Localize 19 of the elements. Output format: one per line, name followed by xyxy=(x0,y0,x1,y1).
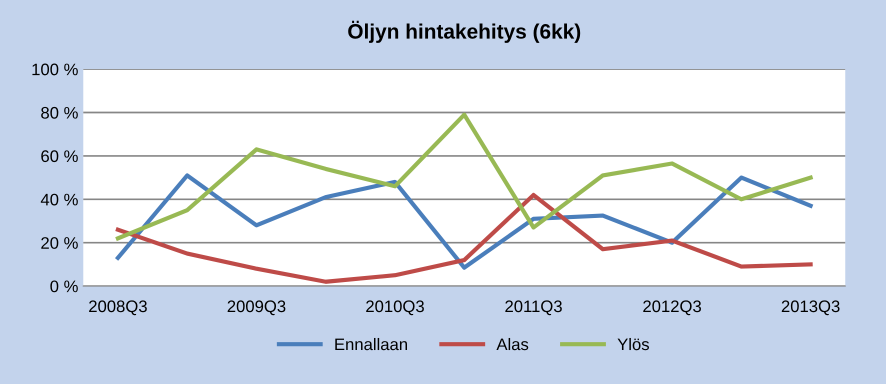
y-tick-label: 40 % xyxy=(40,194,78,206)
y-tick-label: 0 % xyxy=(50,280,78,292)
line-series xyxy=(116,112,813,240)
x-tick-label: 2011Q3 xyxy=(505,300,562,316)
x-tick-label: 2009Q3 xyxy=(228,300,286,316)
y-tick-label: 20 % xyxy=(41,237,78,249)
legend-label: Alas xyxy=(496,338,528,350)
legend-label: Ennallaan xyxy=(335,338,407,350)
x-tick-label: 2010Q3 xyxy=(366,300,424,316)
y-tick-label: 100 % xyxy=(32,64,78,76)
x-tick-label: 2013Q3 xyxy=(782,300,840,316)
y-tick-label: 80 % xyxy=(41,106,78,119)
line-series xyxy=(116,192,813,284)
legend-label: Ylös xyxy=(618,338,649,350)
chart-title: Öljyn hintakehitys (6kk) xyxy=(348,20,580,43)
y-tick-label: 60 % xyxy=(41,150,78,162)
line-series xyxy=(116,173,813,270)
x-tick-label: 2012Q3 xyxy=(643,300,701,316)
x-tick-label: 2008Q3 xyxy=(89,300,147,316)
